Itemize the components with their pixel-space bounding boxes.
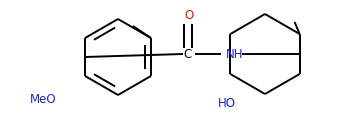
Text: O: O xyxy=(185,8,194,21)
Text: HO: HO xyxy=(218,96,236,109)
Text: NH: NH xyxy=(226,48,244,61)
Text: MeO: MeO xyxy=(30,92,57,105)
Text: C: C xyxy=(184,48,192,61)
